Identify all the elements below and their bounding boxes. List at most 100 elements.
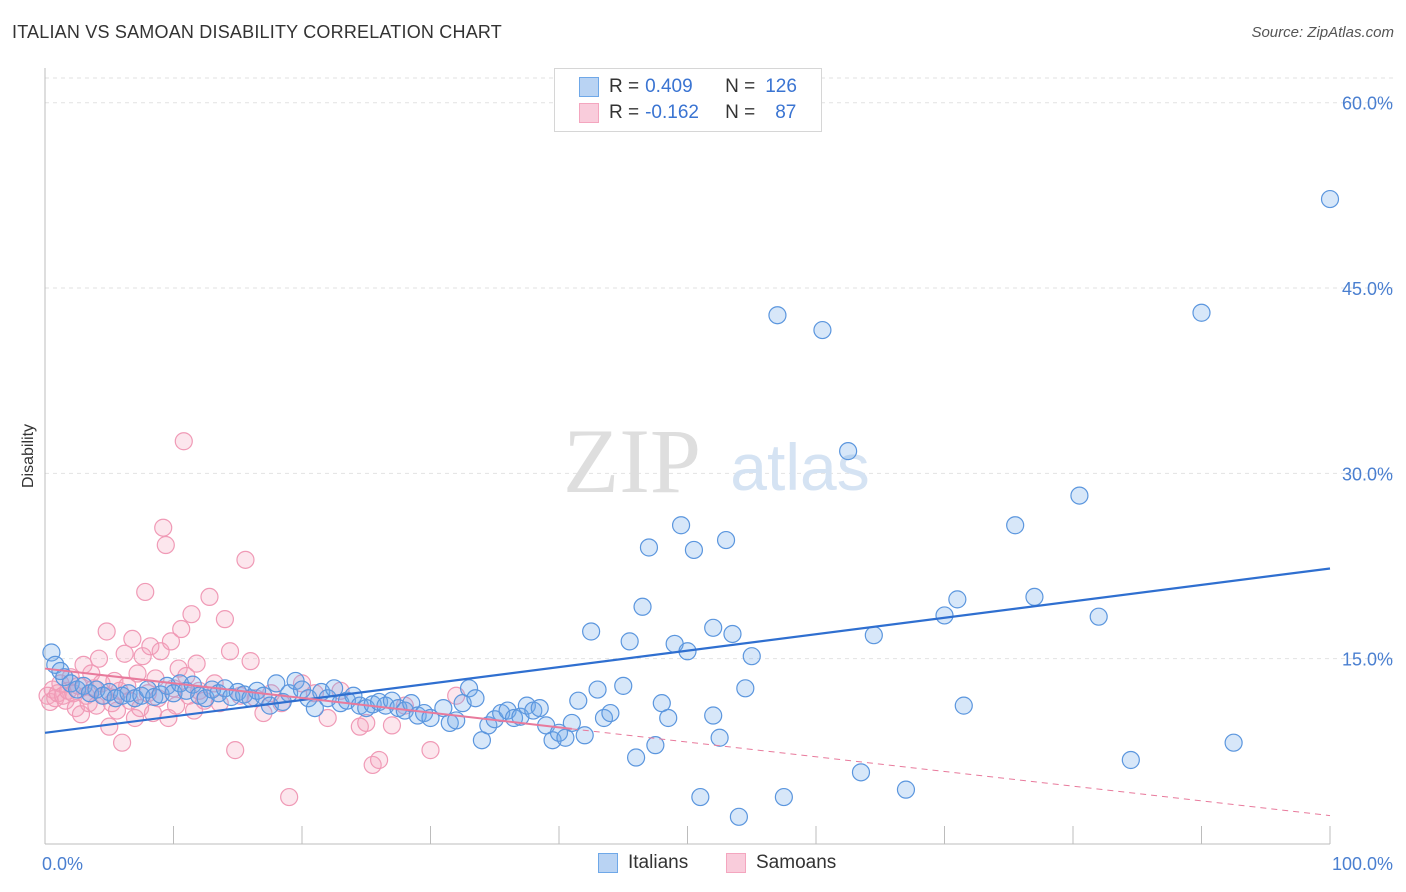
italians-r-label: R = [609, 76, 640, 97]
italian-point [671, 516, 691, 535]
bottom-italians-label: Italians [628, 852, 689, 873]
samoan-point [236, 550, 255, 569]
italians-n-label: N = [725, 76, 756, 97]
samoan-point [226, 741, 245, 760]
italians-r-value: 0.409 [645, 76, 693, 97]
watermark-zip: ZIP [563, 410, 701, 512]
y-axis-label: Disability [20, 424, 37, 488]
italian-point [691, 787, 710, 807]
samoan-point [280, 787, 299, 807]
italian-point [633, 597, 652, 616]
samoan-point [370, 750, 389, 770]
italian-point [659, 708, 678, 728]
italian-point [813, 320, 832, 340]
italian-point [1006, 516, 1025, 535]
samoans-trend-line-dashed [571, 728, 1331, 817]
italian-point [267, 674, 286, 693]
watermark-atlas: atlas [730, 430, 869, 504]
samoan-point [89, 649, 109, 668]
samoan-point [156, 535, 175, 555]
source-label: Source: ZipAtlas.com [1251, 24, 1394, 41]
italian-point [562, 713, 581, 733]
samoan-point [200, 587, 219, 607]
italian-point [684, 540, 704, 560]
samoans-swatch [579, 103, 599, 123]
samoan-point [154, 518, 173, 537]
italian-point [742, 647, 761, 666]
italian-point [851, 763, 871, 782]
samoan-point [182, 605, 201, 624]
samoan-point [220, 642, 240, 661]
tick-labels: 15.0% 30.0% 45.0% 60.0% 0.0% 100.0% [42, 94, 1393, 874]
italian-point [639, 538, 659, 557]
italian-point [466, 689, 485, 708]
samoan-point [382, 716, 402, 735]
y-tick-label-15: 15.0% [1342, 650, 1393, 670]
samoan-point [215, 610, 234, 629]
italian-point [768, 306, 787, 325]
italian-point [1192, 303, 1211, 322]
samoan-point [112, 733, 132, 752]
bottom-samoans-swatch [726, 853, 746, 873]
italian-point [601, 703, 620, 723]
italian-point [723, 624, 742, 644]
samoan-point [115, 644, 134, 663]
correlation-legend: R = 0.409 N = 126 R = -0.162 N = 87 [554, 68, 822, 132]
italians-trend-line [44, 567, 1331, 734]
italian-point [614, 676, 633, 695]
italian-point [896, 780, 916, 799]
italian-point [839, 442, 858, 461]
italian-point [620, 632, 639, 651]
samoan-point [161, 632, 181, 651]
axes [44, 68, 1331, 845]
italian-point [774, 787, 793, 807]
italian-point [716, 530, 736, 550]
samoan-point [97, 622, 116, 641]
samoan-point [318, 708, 337, 728]
italian-point [704, 706, 723, 725]
samoan-point [141, 637, 160, 656]
trend-lines [44, 567, 1331, 817]
grid-lines [45, 77, 1395, 660]
samoans-n-value: 87 [775, 102, 797, 123]
samoan-point [123, 629, 142, 649]
samoan-point [100, 717, 119, 736]
italian-point [582, 622, 601, 641]
italian-point [530, 698, 549, 718]
italian-point [864, 626, 883, 645]
italian-point [954, 696, 973, 715]
italian-point [588, 680, 607, 699]
italian-point [1320, 189, 1340, 209]
y-tick-label-60: 60.0% [1342, 94, 1393, 114]
bottom-legend-italians: Italians [598, 852, 688, 874]
italian-point [1070, 486, 1089, 505]
italian-point [935, 606, 954, 625]
italian-point [646, 736, 665, 755]
bottom-samoans-label: Samoans [756, 852, 837, 873]
samoan-point [169, 659, 188, 678]
samoan-point [174, 432, 193, 451]
legend-row-italians: R = 0.409 N = 126 [579, 74, 797, 100]
watermark: ZIP atlas [563, 410, 870, 512]
samoans-r-value: -0.162 [645, 102, 699, 123]
italian-point [948, 590, 967, 609]
italian-point [1025, 587, 1044, 607]
italian-point [569, 691, 588, 710]
samoan-point [357, 713, 376, 733]
italian-point [1121, 750, 1140, 770]
italian-point [1089, 607, 1108, 626]
samoan-points [38, 432, 466, 807]
samoans-r-label: R = [609, 102, 640, 123]
samoans-n-label: N = [725, 102, 756, 123]
italian-point [736, 679, 755, 698]
bottom-legend-samoans: Samoans [726, 852, 836, 874]
samoan-point [133, 647, 152, 666]
samoan-point [187, 654, 206, 673]
italian-point [710, 728, 729, 747]
x-tick-label-100: 100.0% [1332, 854, 1393, 874]
y-tick-label-30: 30.0% [1342, 464, 1393, 484]
bottom-italians-swatch [598, 853, 618, 873]
italian-point [1224, 733, 1243, 752]
samoans-trend-line-solid [44, 667, 572, 730]
